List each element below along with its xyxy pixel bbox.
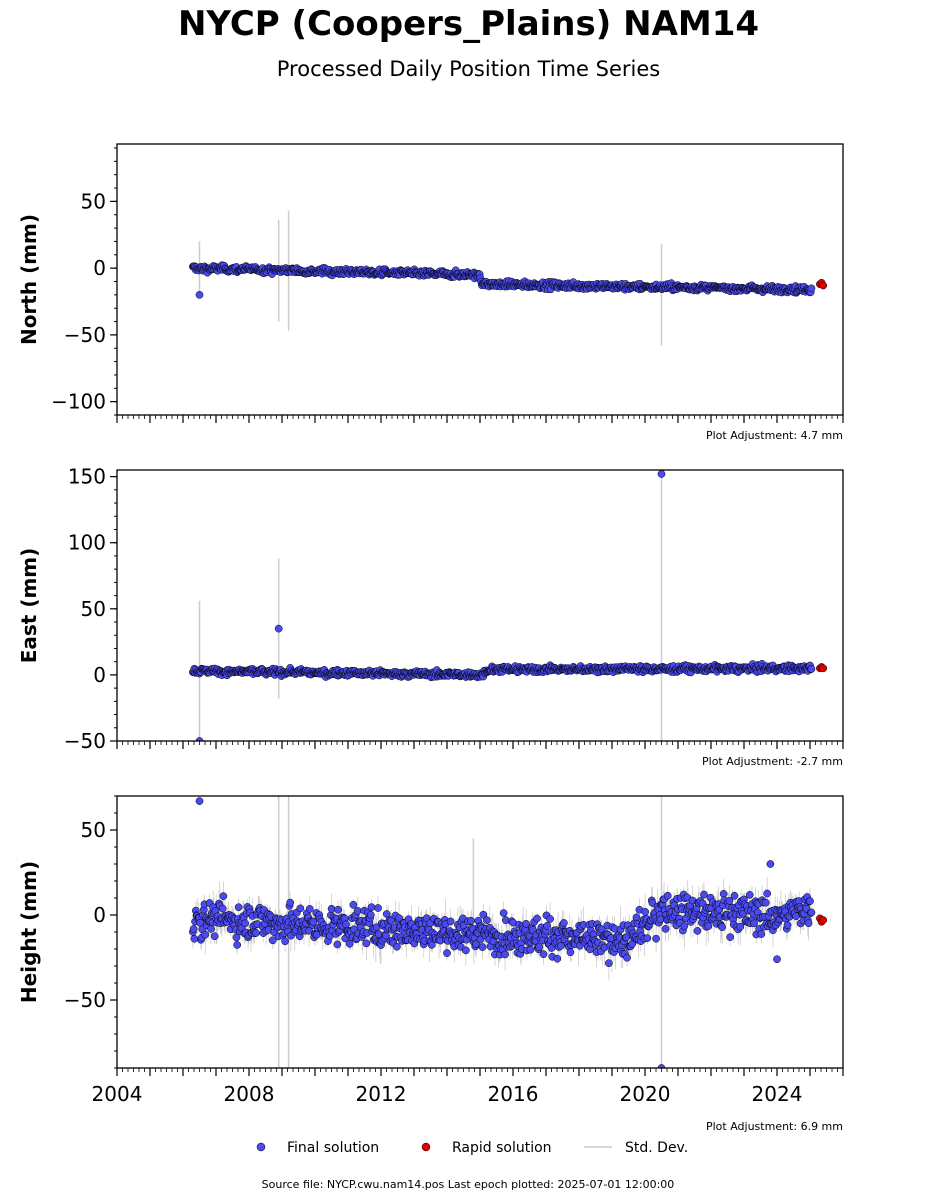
final-point (305, 905, 314, 913)
final-point (218, 904, 227, 913)
final-point (234, 903, 243, 912)
final-point (233, 941, 242, 949)
panel-1: −50 0 50 100 150 East (mm) Plot Adjustment: -2… (17, 465, 844, 768)
final-point (210, 932, 219, 941)
y-tick-label: 50 (81, 597, 106, 621)
final-point (232, 933, 241, 942)
outlier-point (657, 470, 666, 478)
final-point (281, 937, 289, 946)
outlier-point (195, 291, 204, 299)
outlier-point (274, 624, 283, 633)
final-point (327, 904, 336, 913)
panel-0: −100 −50 0 50 North (mm) Plot Adjustment: 4.7… (17, 143, 844, 442)
y-axis-label: East (mm) (17, 548, 41, 664)
final-point (345, 939, 354, 948)
y-tick-label: 0 (93, 256, 106, 280)
final-point (366, 910, 375, 919)
outlier-point (195, 737, 204, 741)
final-point (219, 892, 228, 900)
final-point (395, 914, 403, 922)
y-tick-label: 150 (68, 465, 106, 489)
y-tick-label: 0 (93, 663, 106, 687)
chart-subtitle: Processed Daily Position Time Series (276, 57, 661, 81)
final-point (334, 905, 342, 914)
y-axis-label: North (mm) (17, 214, 41, 345)
final-point (268, 936, 277, 945)
final-point (333, 940, 342, 949)
y-tick-label: 50 (81, 189, 106, 213)
final-point (252, 929, 260, 937)
final-point (349, 900, 358, 909)
final-point (807, 665, 816, 673)
plot-area (189, 796, 828, 1068)
final-point (207, 925, 215, 933)
final-point (367, 903, 376, 912)
axes-frame (116, 469, 844, 742)
final-point (362, 939, 371, 948)
rapid-point (819, 664, 828, 673)
final-point (286, 898, 295, 907)
final-point (374, 904, 382, 912)
final-point (393, 942, 401, 951)
final-point (241, 919, 250, 928)
y-tick-label: −100 (51, 390, 106, 414)
plot-adjustment-note: Plot Adjustment: 4.7 mm (706, 429, 843, 442)
final-point (296, 904, 305, 913)
final-point (309, 917, 318, 926)
rapid-point (819, 281, 828, 290)
plot-area (189, 210, 828, 346)
y-tick-label: 100 (68, 531, 106, 555)
y-tick-label: −50 (64, 729, 106, 753)
final-point (189, 925, 198, 933)
y-tick-label: −50 (64, 323, 106, 347)
final-point (807, 284, 816, 293)
final-point (342, 920, 350, 929)
final-point (201, 930, 210, 939)
plot-area (189, 470, 828, 741)
chart-title: NYCP (Coopers_Plains) NAM14 (177, 4, 760, 44)
final-point (190, 934, 199, 943)
plot-adjustment-note: Plot Adjustment: -2.7 mm (702, 755, 843, 768)
final-point (353, 907, 362, 915)
final-point (196, 918, 205, 927)
